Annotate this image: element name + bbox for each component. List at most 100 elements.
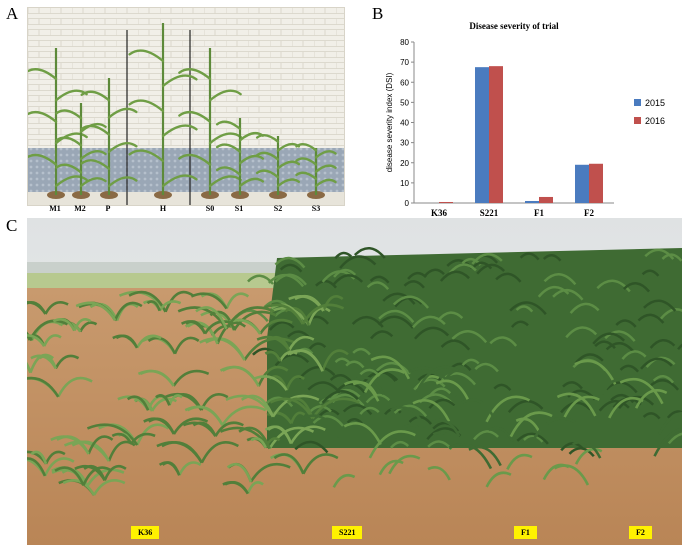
plant-leaf: [215, 120, 242, 131]
field-leaf: [637, 313, 665, 324]
panel-a-label: S0: [205, 204, 215, 213]
field-leaf: [240, 394, 275, 418]
plant-leaf: [276, 160, 301, 170]
x-tick-label: F1: [534, 208, 544, 218]
plant-leaf: [161, 124, 198, 138]
y-tick-label: 0: [405, 199, 410, 208]
field-leaf: [345, 360, 365, 369]
plant-leaf: [79, 149, 107, 161]
x-tick-label: K36: [431, 208, 448, 218]
field-leaf: [495, 272, 522, 283]
field-leaf: [133, 397, 154, 412]
field-leaf: [448, 263, 477, 274]
legend-swatch: [634, 117, 641, 124]
field-leaf: [608, 396, 644, 419]
field-leaf: [390, 406, 426, 428]
field-leaf: [168, 394, 183, 406]
field-leaf: [574, 447, 603, 465]
field-leaf: [553, 464, 590, 486]
field-leaf: [432, 431, 457, 447]
field-leaf: [54, 354, 80, 370]
field-leaf: [29, 353, 54, 374]
field-leaf: [414, 326, 450, 340]
bar-2015-f1: [525, 200, 539, 203]
plant-leaf: [55, 163, 83, 174]
y-tick-label: 10: [400, 179, 409, 188]
plant-leaf: [128, 149, 165, 163]
field-leaf: [562, 381, 583, 390]
plant-leaf: [28, 110, 58, 123]
field-leaf: [666, 410, 682, 419]
panel-c-photo: K36 S221 F1 F2: [27, 218, 682, 545]
field-leaf: [161, 441, 203, 464]
plant-leaf: [55, 109, 83, 120]
y-tick-label: 80: [400, 38, 409, 47]
field-leaf: [343, 380, 380, 402]
y-tick-label: 20: [400, 159, 409, 168]
field-leaf: [148, 417, 176, 435]
panel-a-label: S1: [234, 204, 244, 213]
field-leaf: [187, 321, 219, 345]
field-leaf: [642, 412, 661, 420]
field-leaf: [641, 269, 660, 277]
field-leaf: [332, 473, 356, 488]
field-leaf: [537, 285, 570, 298]
chart-title: Disease severity of trial: [469, 21, 559, 31]
field-leaf: [342, 404, 373, 416]
field-leaf: [290, 411, 306, 424]
field-leaf: [147, 336, 177, 355]
field-leaf: [427, 465, 451, 481]
field-leaf: [352, 347, 371, 356]
field-leaf: [431, 418, 461, 437]
x-tick-label: F2: [584, 208, 594, 218]
field-leaf: [268, 426, 315, 450]
field-leaf: [221, 405, 267, 426]
field-leaf: [604, 330, 636, 342]
field-leaf: [27, 334, 46, 347]
field-leaf: [265, 350, 282, 362]
plant-leaf: [208, 175, 242, 188]
field-leaf: [87, 435, 114, 455]
field-leaf: [506, 453, 533, 470]
field-leaf: [43, 334, 62, 347]
field-leaf: [173, 336, 200, 355]
plant-leaf: [80, 90, 111, 102]
field-leaf: [274, 353, 310, 367]
field-leaf: [415, 365, 460, 392]
field-leaf: [653, 427, 682, 457]
plot-sign-f2: F2: [629, 526, 652, 539]
plant-leaf: [255, 169, 280, 179]
plant-leaf: [54, 175, 88, 188]
field-leaf: [515, 305, 534, 313]
field-leaf: [509, 411, 553, 438]
field-leaf: [382, 292, 416, 305]
field-leaf: [565, 326, 598, 339]
field-leaf: [288, 349, 324, 372]
field-leaf: [359, 406, 380, 415]
field-leaf: [560, 442, 584, 452]
field-leaf: [516, 432, 549, 445]
field-leaf: [285, 375, 305, 391]
field-leaf: [274, 273, 307, 286]
plant-leaf: [128, 99, 165, 113]
field-leaf: [658, 412, 682, 435]
field-leaf: [474, 362, 499, 373]
field-leaf: [44, 301, 69, 315]
field-leaf: [146, 300, 161, 312]
panel-a-photo: [27, 7, 345, 206]
field-leaf: [172, 417, 209, 435]
field-leaf: [652, 375, 675, 384]
field-leaf: [30, 450, 48, 465]
field-leaf: [298, 365, 336, 380]
field-leaf: [139, 369, 175, 387]
field-leaf: [44, 450, 66, 465]
field-leaf: [437, 311, 464, 322]
field-leaf: [507, 400, 544, 414]
field-leaf: [307, 381, 341, 394]
field-leaf: [27, 301, 47, 315]
field-leaf: [186, 405, 224, 426]
field-leaf: [164, 290, 194, 313]
bar-2015-s221: [475, 67, 489, 203]
field-leaf: [262, 303, 304, 325]
field-leaf: [214, 421, 244, 437]
